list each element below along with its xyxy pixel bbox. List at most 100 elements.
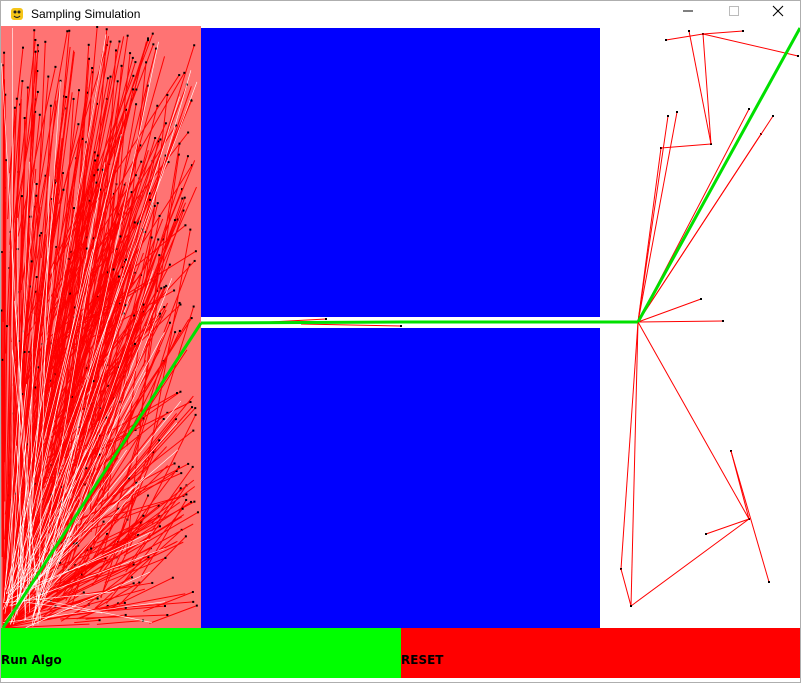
run-algo-button[interactable]: Run Algo [1,628,401,678]
sample-node [123,601,126,604]
sample-node [85,247,88,250]
tree-edge-gap [32,597,152,623]
sample-node [190,317,193,320]
close-button[interactable] [755,1,800,25]
tree-edge [60,614,168,620]
sample-node [118,40,121,43]
maximize-icon [728,4,740,22]
sample-node [667,115,669,117]
sample-node [23,350,26,353]
sample-node [184,224,187,227]
sample-node [38,113,41,116]
tree-edge [35,41,46,259]
tree-edge [74,619,100,624]
tree-edge [97,418,165,503]
simulation-canvas[interactable] [1,26,800,628]
path-segment [200,320,402,325]
sample-node [163,605,166,608]
sample-node [186,155,189,158]
sample-node [157,140,160,143]
sample-node [99,188,102,191]
sample-node [151,581,154,584]
sample-node [158,254,161,257]
tree-edge [2,129,118,628]
sample-node [193,259,196,262]
sample-node [157,504,160,507]
sample-node [105,416,108,419]
tree-edge-gap [4,480,76,608]
sample-node [165,284,168,287]
sample-node [124,606,127,609]
tree-edge [2,514,185,628]
sample-node [122,375,125,378]
tree-edge [4,326,8,502]
sample-node [768,581,770,583]
sample-node [164,556,167,559]
sample-node [163,286,166,289]
tree-edge [630,518,750,607]
sample-node [175,469,178,472]
sample-node [75,542,78,545]
sample-node [179,390,182,393]
sample-node [140,520,143,523]
tree-edge-gap [13,134,122,591]
solution-path [1,27,800,628]
sample-node [178,301,181,304]
sample-node [676,111,678,113]
sample-node [191,465,194,468]
tree-edge-gap [2,434,79,610]
minimize-button[interactable] [665,1,711,25]
tree-edge [62,184,117,437]
sample-node [71,396,74,399]
sample-node [184,535,187,538]
sample-node [34,50,37,53]
tree-edge [70,548,92,609]
tree-edge [4,160,7,463]
sample-node [150,236,153,239]
tree-edge [2,171,87,628]
tree-edge [91,463,175,508]
tree-edge [86,501,192,571]
sample-node [133,314,136,317]
sample-node [133,342,136,345]
tree-edge [2,349,161,628]
sample-node [168,321,171,324]
sample-node [34,482,37,485]
sample-node [192,429,195,432]
sample-node [134,271,137,274]
sample-node [166,613,169,616]
tree-edge [2,413,178,628]
sample-node [96,154,99,157]
maximize-button[interactable] [711,1,757,25]
tree-edge [43,269,114,371]
sample-node [34,290,37,293]
tree-edge-gap [7,182,57,602]
sample-node [62,188,65,191]
sample-node [164,122,167,125]
sample-node [158,439,161,442]
sample-node [748,108,750,110]
sample-node [400,325,402,327]
sample-node [86,91,89,94]
title-bar[interactable]: Sampling Simulation [1,1,800,26]
sample-node [85,141,88,144]
sample-node [181,197,184,200]
tree-edge-gap [24,538,150,589]
reset-button[interactable]: RESET [401,628,800,678]
tree-edge [104,557,166,584]
sample-node [98,619,101,622]
window-title: Sampling Simulation [31,6,141,21]
sample-node [177,153,180,156]
sample-node [772,115,774,117]
sample-node [194,250,197,253]
sample-node [112,397,115,400]
tree-edge [42,224,186,344]
tree-edge [84,317,193,487]
sample-node [174,331,177,334]
sample-node [3,51,6,54]
sample-node [130,191,133,194]
sample-node [148,192,151,195]
sample-node [189,99,192,102]
tree-edge [620,568,632,607]
